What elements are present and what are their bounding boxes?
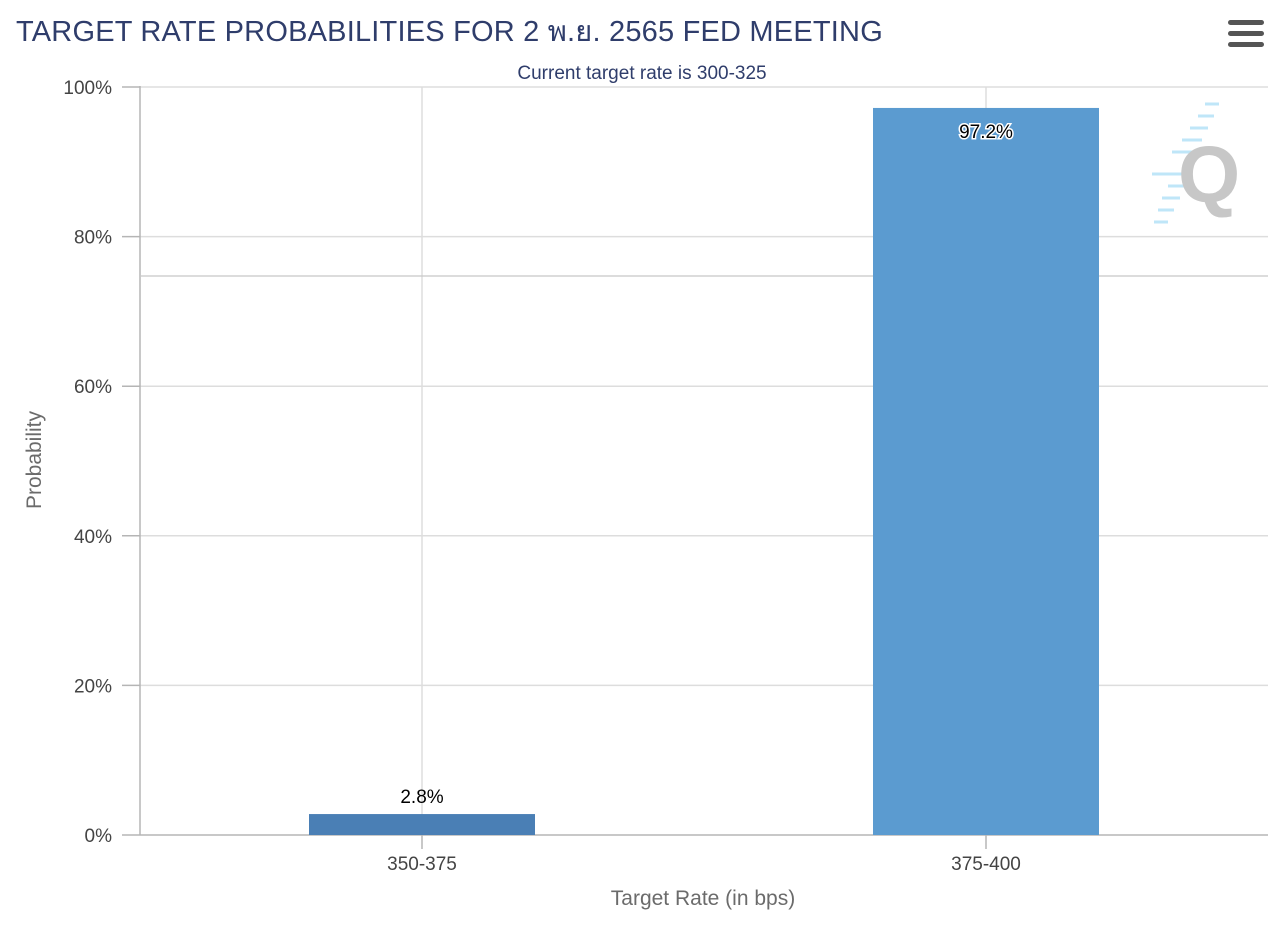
y-tick-label: 20% [74,676,112,697]
bar-350-375[interactable] [309,814,535,835]
chart-subtitle: Current target rate is 300-325 [517,63,766,84]
bar-375-400[interactable] [873,107,1099,836]
x-axis-ticks: 350-375 375-400 [387,835,1021,875]
bars: 2.8% 97.2% [309,107,1099,836]
y-tick-label: 80% [74,228,112,249]
y-axis-ticks: 0% 20% 40% 60% 80% 100% [63,78,140,847]
q-logo-icon: Q [1152,102,1240,224]
x-tick-label: 350-375 [387,854,457,875]
x-axis-title: Target Rate (in bps) [611,887,795,910]
data-label: 97.2% [959,122,1013,143]
svg-text:Q: Q [1178,130,1240,219]
y-axis-title: Probability [23,410,46,509]
y-tick-label: 60% [74,377,112,398]
data-label: 2.8% [400,787,443,808]
x-tick-label: 375-400 [951,854,1021,875]
y-tick-label: 0% [85,826,113,847]
chart-title: TARGET RATE PROBABILITIES FOR 2 พ.ย. 256… [16,16,883,48]
y-tick-label: 100% [63,78,112,99]
hamburger-menu-icon[interactable] [1228,20,1264,50]
y-tick-label: 40% [74,527,112,548]
